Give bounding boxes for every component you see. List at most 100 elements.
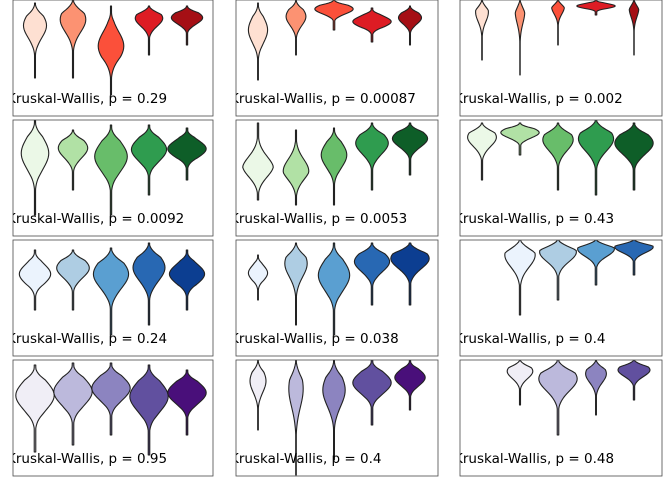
violin-4: [576, 0, 616, 16]
violin-4: [352, 360, 392, 426]
violin-1: [247, 254, 269, 301]
violin-3: [551, 0, 565, 46]
kruskal-wallis-label: Kruskal-Wallis, p = 0.00087: [230, 91, 416, 107]
kruskal-wallis-label: Kruskal-Wallis, p = 0.4: [230, 451, 381, 467]
panel-plot-area: Kruskal-Wallis, p = 0.0053: [236, 122, 429, 227]
violin-5: [394, 360, 426, 411]
violin-5: [628, 0, 640, 56]
violin-1: [249, 360, 267, 431]
kruskal-wallis-label: Kruskal-Wallis, p = 0.48: [454, 451, 614, 467]
panel-plot-area: Kruskal-Wallis, p = 0.29: [7, 0, 204, 107]
violin-1: [506, 360, 534, 406]
panel-border: [235, 359, 439, 477]
violin-1: [247, 2, 269, 81]
panel-0-1: Kruskal-Wallis, p = 0.00087: [230, 0, 439, 117]
panels-layer: Kruskal-Wallis, p = 0.29 Kruskal-Wallis, …: [7, 0, 663, 477]
violin-4: [132, 242, 166, 326]
violin-3: [585, 360, 607, 416]
panel-plot-area: Kruskal-Wallis, p = 0.48: [454, 360, 651, 467]
violin-4: [129, 364, 169, 456]
panel-2-0: Kruskal-Wallis, p = 0.24: [7, 239, 214, 357]
violin-5: [390, 242, 430, 306]
violin-5: [168, 249, 206, 311]
panel-plot-area: Kruskal-Wallis, p = 0.038: [230, 242, 430, 347]
panel-border: [12, 119, 214, 237]
kruskal-wallis-label: Kruskal-Wallis, p = 0.0092: [7, 211, 184, 227]
violin-3: [97, 5, 125, 96]
panel-0-2: Kruskal-Wallis, p = 0.002: [454, 0, 663, 117]
panel-3-2: Kruskal-Wallis, p = 0.48: [454, 359, 663, 477]
panel-border: [459, 359, 663, 477]
violin-4: [617, 360, 651, 401]
violin-5: [167, 127, 207, 181]
kruskal-wallis-label: Kruskal-Wallis, p = 0.038: [230, 331, 399, 347]
panel-1-0: Kruskal-Wallis, p = 0.0092: [7, 119, 214, 237]
kruskal-wallis-label: Kruskal-Wallis, p = 0.95: [7, 451, 167, 467]
panel-border: [12, 239, 214, 357]
violin-1: [475, 0, 489, 61]
violin-1: [467, 122, 497, 181]
kruskal-wallis-label: Kruskal-Wallis, p = 0.29: [7, 91, 167, 107]
violin-2: [285, 0, 307, 56]
violin-2: [539, 240, 577, 301]
violin-3: [542, 122, 574, 191]
panel-border: [235, 0, 439, 117]
violin-2: [282, 129, 310, 206]
violin-3: [320, 127, 348, 206]
panel-plot-area: Kruskal-Wallis, p = 0.95: [7, 362, 207, 467]
panel-border: [12, 359, 214, 477]
violin-3: [94, 124, 128, 216]
violin-2: [59, 0, 87, 79]
panel-border: [12, 0, 214, 117]
violin-1: [22, 2, 48, 79]
panel-2-2: Kruskal-Wallis, p = 0.4: [454, 239, 663, 357]
violin-4: [352, 7, 392, 43]
panel-1-2: Kruskal-Wallis, p = 0.43: [454, 119, 663, 237]
kruskal-wallis-label: Kruskal-Wallis, p = 0.4: [454, 331, 605, 347]
violin-4: [614, 240, 654, 276]
violin-1: [15, 364, 55, 453]
violin-3: [92, 247, 130, 336]
violin-1: [504, 240, 536, 316]
panel-border: [235, 119, 439, 237]
violin-4: [130, 124, 168, 196]
violin-2: [288, 360, 304, 476]
violin-4: [577, 120, 615, 196]
violin-2: [53, 362, 93, 446]
violin-3: [322, 360, 346, 461]
panel-plot-area: Kruskal-Wallis, p = 0.0092: [7, 120, 207, 227]
kruskal-wallis-label: Kruskal-Wallis, p = 0.24: [7, 331, 167, 347]
panel-plot-area: Kruskal-Wallis, p = 0.00087: [230, 0, 423, 107]
violin-4: [353, 242, 391, 306]
panel-border: [235, 239, 439, 357]
violin-4: [134, 5, 164, 56]
panel-border: [459, 0, 663, 117]
violin-2: [500, 122, 540, 156]
violin-2: [56, 249, 90, 311]
violin-2: [538, 360, 578, 436]
violin-5: [167, 369, 207, 436]
violin-4: [355, 122, 389, 191]
panel-plot-area: Kruskal-Wallis, p = 0.4: [230, 360, 426, 476]
panel-border: [459, 239, 663, 357]
violin-2: [514, 0, 526, 76]
violin-2: [57, 129, 89, 191]
panel-3-0: Kruskal-Wallis, p = 0.95: [7, 359, 214, 477]
violin-3: [577, 240, 615, 286]
panel-2-1: Kruskal-Wallis, p = 0.038: [230, 239, 439, 357]
violin-5: [614, 122, 654, 191]
violin-3: [317, 242, 351, 336]
panel-3-1: Kruskal-Wallis, p = 0.4: [230, 359, 439, 477]
violin-1: [20, 120, 50, 216]
violin-3: [314, 0, 354, 31]
panel-plot-area: Kruskal-Wallis, p = 0.43: [454, 120, 654, 227]
violin-5: [391, 122, 429, 176]
kruskal-wallis-label: Kruskal-Wallis, p = 0.002: [454, 91, 623, 107]
panel-plot-area: Kruskal-Wallis, p = 0.4: [454, 240, 654, 347]
violin-3: [91, 362, 131, 436]
violin-5: [170, 5, 204, 46]
kruskal-wallis-label: Kruskal-Wallis, p = 0.43: [454, 211, 614, 227]
violin-1: [18, 249, 52, 311]
violin-2: [284, 242, 308, 326]
